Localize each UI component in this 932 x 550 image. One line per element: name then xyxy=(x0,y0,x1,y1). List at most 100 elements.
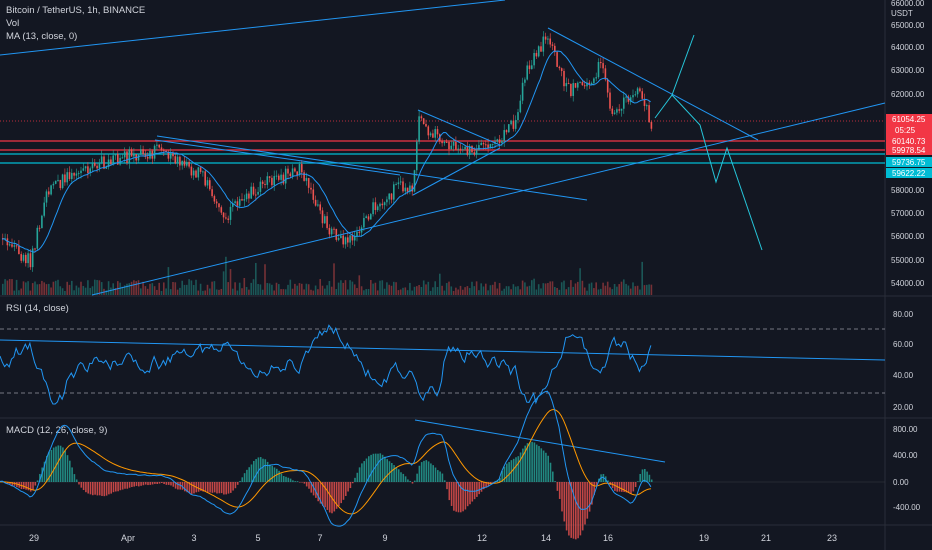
candle-body xyxy=(344,237,347,245)
volume-bar xyxy=(181,280,183,295)
candle-body xyxy=(133,154,135,157)
ma-legend[interactable]: MA (13, close, 0) xyxy=(6,31,78,42)
volume-bar xyxy=(376,290,379,295)
volume-bar xyxy=(639,289,641,295)
time-axis[interactable]: 29 Apr 3 5 7 9 12 14 16 19 21 23 xyxy=(29,533,837,543)
macd-histogram-bar xyxy=(292,480,294,482)
trend-line xyxy=(156,135,588,201)
macd-histogram-bar xyxy=(618,482,621,492)
volume-bar xyxy=(227,282,229,295)
candle-body xyxy=(57,179,59,181)
macd-legend[interactable]: MACD (12, 26, close, 9) xyxy=(6,425,108,436)
rsi-pane[interactable] xyxy=(0,324,886,405)
macd-histogram-bar xyxy=(138,482,140,487)
volume-bar xyxy=(491,284,494,295)
candle-body xyxy=(43,202,45,216)
volume-bar xyxy=(151,283,154,295)
macd-histogram-bar xyxy=(324,482,326,508)
candle-body xyxy=(544,36,547,40)
candle-body xyxy=(600,62,602,64)
macd-axis[interactable]: 800.00 400.00 0.00 -400.00 xyxy=(893,425,921,512)
volume-bar xyxy=(609,287,611,295)
macd-histogram-bar xyxy=(524,445,526,482)
macd-histogram-bar xyxy=(404,476,407,482)
candle-body xyxy=(202,171,204,173)
volume-bar xyxy=(236,290,239,295)
macd-histogram-bar xyxy=(356,472,359,482)
macd-histogram-bar xyxy=(462,482,464,512)
volume-bar xyxy=(232,288,234,295)
macd-histogram-bar xyxy=(25,482,27,490)
volume-bar xyxy=(432,287,434,295)
macd-histogram-bar xyxy=(326,482,329,510)
candle-body xyxy=(250,186,252,199)
macd-pane[interactable] xyxy=(0,390,885,540)
macd-histogram-bar xyxy=(556,482,559,491)
volume-bar xyxy=(623,279,625,295)
volume-bar xyxy=(616,286,618,295)
volume-bar xyxy=(650,284,653,295)
candle-body xyxy=(565,83,568,87)
candle-body xyxy=(301,164,303,173)
volume-bar xyxy=(347,289,349,295)
macd-histogram-bar xyxy=(319,482,322,504)
macd-histogram-bar xyxy=(43,461,46,482)
macd-histogram-bar xyxy=(526,443,529,482)
macd-histogram-bar xyxy=(243,473,246,482)
rsi-legend[interactable]: RSI (14, close) xyxy=(6,303,69,314)
candle-body xyxy=(31,248,34,268)
candle-body xyxy=(429,133,432,136)
macd-histogram-bar xyxy=(446,482,448,490)
macd-histogram-bar xyxy=(630,482,632,494)
projection-path xyxy=(671,94,763,251)
macd-histogram-bar xyxy=(374,453,377,482)
candle-body xyxy=(422,118,425,125)
candle-body xyxy=(399,181,402,183)
volume-bar xyxy=(310,289,312,295)
candle-body xyxy=(636,88,639,95)
price-tick: 64000.00 xyxy=(891,43,925,52)
volume-bar xyxy=(577,281,579,295)
candle-body xyxy=(48,191,50,195)
macd-histogram-bar xyxy=(434,467,437,482)
symbol-title[interactable]: Bitcoin / TetherUS, 1h, BINANCE xyxy=(6,5,146,16)
volume-bar xyxy=(77,287,80,295)
volume-bar xyxy=(443,290,446,295)
volume-bar xyxy=(190,280,193,295)
candle-body xyxy=(211,189,213,197)
volume-bar xyxy=(222,271,225,295)
volume-bar xyxy=(388,284,390,295)
macd-histogram-bar xyxy=(64,450,66,482)
macd-histogram-bar xyxy=(94,482,96,495)
volume-bar xyxy=(565,289,568,295)
candle-body xyxy=(73,172,75,176)
candle-body xyxy=(517,112,519,121)
candle-body xyxy=(526,65,528,80)
macd-histogram-bar xyxy=(333,482,336,512)
volume-bar xyxy=(128,283,131,295)
macd-histogram-bar xyxy=(140,482,142,486)
macd-histogram-bar xyxy=(439,471,441,482)
candle-body xyxy=(473,152,476,155)
volume-bar xyxy=(126,283,128,295)
candle-body xyxy=(411,185,413,192)
macd-histogram-bar xyxy=(110,482,112,494)
rsi-axis[interactable]: 80.00 60.00 40.00 20.00 xyxy=(893,310,914,412)
volume-bar xyxy=(519,289,522,295)
candle-body xyxy=(82,168,85,171)
candle-body xyxy=(563,70,565,87)
candle-body xyxy=(363,217,365,228)
macd-histogram-bar xyxy=(464,482,467,510)
macd-histogram-bar xyxy=(639,473,641,482)
volume-bar xyxy=(570,280,572,295)
candle-body xyxy=(450,145,453,150)
candle-body xyxy=(521,82,524,101)
macd-histogram-bar xyxy=(420,462,423,482)
volume-bar xyxy=(266,283,269,295)
macd-histogram-bar xyxy=(163,482,165,485)
main-price-pane[interactable] xyxy=(0,0,886,296)
candle-body xyxy=(41,215,43,229)
volume-bar xyxy=(535,289,538,295)
volume-legend[interactable]: Vol xyxy=(6,18,20,29)
